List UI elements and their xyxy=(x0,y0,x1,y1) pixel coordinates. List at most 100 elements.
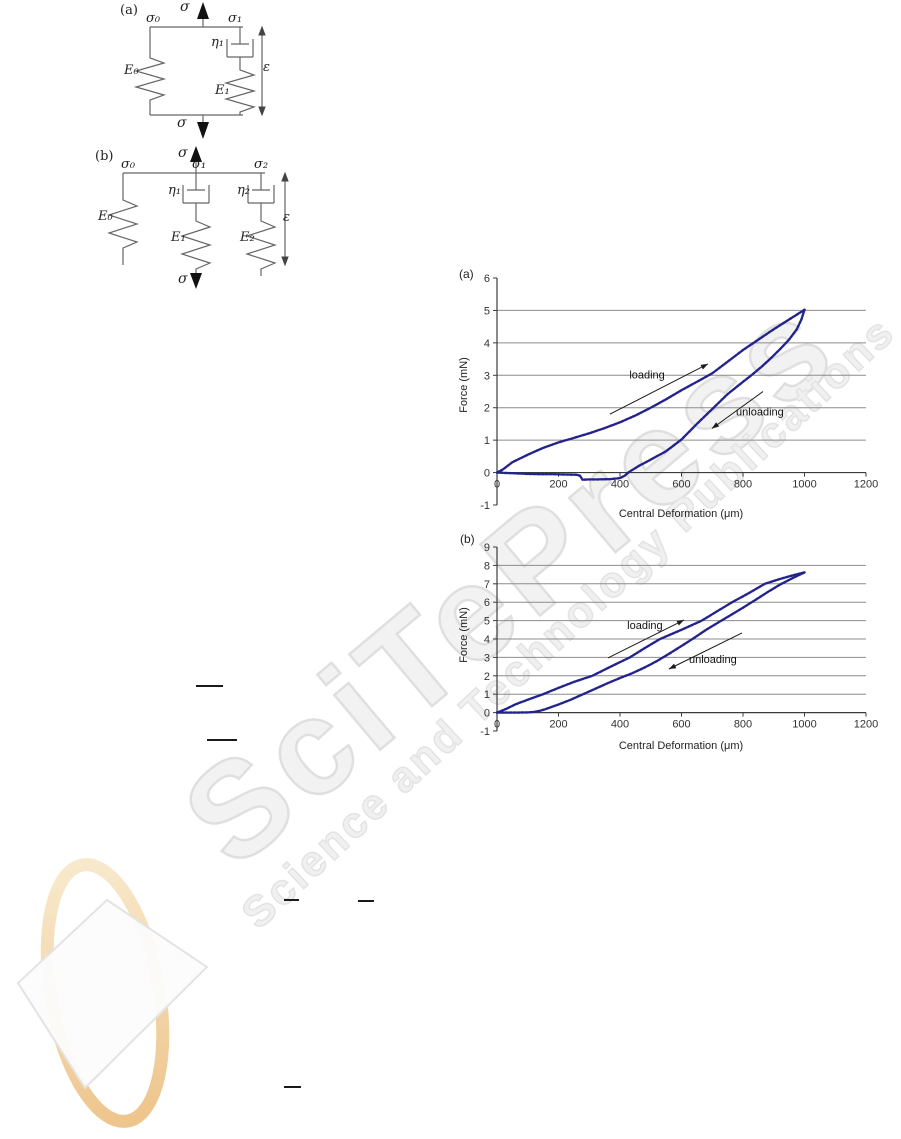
node-sigma0-label-a: σ₀ xyxy=(146,11,161,26)
stress-bottom-label-a: σ xyxy=(177,115,187,131)
unloading-curve xyxy=(495,308,806,481)
node-sigma1-label-a: σ₁ xyxy=(228,11,243,26)
logo-diamond xyxy=(16,898,209,1090)
spring-e0-label-b: E₀ xyxy=(98,209,113,224)
loading-annotation-arrow xyxy=(607,619,685,659)
damper-eta2-label-b: η₂ xyxy=(237,183,250,198)
equation-fraction-bar-3 xyxy=(284,899,299,901)
spring-e0-shape-b xyxy=(107,173,139,265)
unloading-annotation-label: unloading xyxy=(689,654,737,666)
x-tick-label: 200 xyxy=(549,719,567,731)
stress-up-arrowhead xyxy=(197,2,209,19)
loading-annotation-label: loading xyxy=(629,370,664,382)
model-a-drawing xyxy=(133,2,266,139)
chart-a-panel-label: (a) xyxy=(459,267,474,281)
damper-eta1-shape xyxy=(226,27,254,58)
y-tick-label: 4 xyxy=(484,634,490,646)
spring-e2-shape-b xyxy=(245,203,277,276)
x-tick-label: 1000 xyxy=(792,479,816,491)
spring-e1-label: E₁ xyxy=(215,83,230,98)
unloading-arrowhead xyxy=(711,422,720,429)
node-sigma2-label-b: σ₂ xyxy=(254,157,269,172)
spring-e1-shape xyxy=(223,57,257,115)
y-tick-label: 4 xyxy=(484,338,490,350)
y-tick-label: -1 xyxy=(480,500,490,512)
x-tick-label: 1200 xyxy=(854,479,878,491)
chart-b-x-axis-title: Central Deformation (μm) xyxy=(618,740,744,752)
y-tick-label: -1 xyxy=(480,726,490,738)
stress-down-arrowhead xyxy=(197,122,209,139)
chart-a-x-axis-title: Central Deformation (μm) xyxy=(618,508,744,520)
y-tick-label: 0 xyxy=(484,708,490,720)
stress-down-arrowhead xyxy=(190,273,202,289)
chart-b-y-axis-title: Force (mN) xyxy=(458,607,470,663)
unloading-arrowhead xyxy=(668,663,677,669)
node-sigma0-label-b: σ₀ xyxy=(121,157,136,172)
loading-curve xyxy=(495,308,806,474)
x-tick-label: 0 xyxy=(494,719,500,731)
spring-e1-shape-b xyxy=(180,203,212,273)
y-tick-label: 1 xyxy=(484,689,490,701)
y-tick-label: 8 xyxy=(484,560,490,572)
model-b-drawing xyxy=(107,146,289,289)
x-tick-label: 800 xyxy=(734,479,752,491)
x-tick-label: 800 xyxy=(734,719,752,731)
unloading-annotation-label: unloading xyxy=(736,406,784,418)
figure-b-label: (b) xyxy=(95,149,114,164)
spring-e2-label-b: E₂ xyxy=(240,230,255,245)
stress-arrows-b xyxy=(190,146,202,289)
spring-e0-label: E₀ xyxy=(124,63,139,78)
chart-a-plot: -1 0 1 2 3 4 5 6 0 200 400 600 800 1000 1200 loading unl… xyxy=(480,273,878,512)
y-tick-label: 5 xyxy=(484,616,490,628)
loading-annotation-arrow xyxy=(609,363,709,415)
strain-dimension-line-a xyxy=(258,25,266,117)
y-tick-label: 5 xyxy=(484,305,490,317)
loading-curve xyxy=(495,571,806,714)
rheological-model-a: (a) σ σ₀ σ₁ E₀ η₁ E₁ ε σ xyxy=(110,0,285,142)
strain-label-b: ε xyxy=(283,210,290,225)
stress-top-label-a: σ xyxy=(180,0,190,15)
force-deformation-chart-a: -1 0 1 2 3 4 5 6 0 200 400 600 800 1000 1200 loading unl… xyxy=(450,262,898,530)
spring-e0-shape xyxy=(133,27,167,115)
chart-b-panel-label: (b) xyxy=(460,532,475,546)
loading-annotation-label: loading xyxy=(627,620,662,632)
y-tick-label: 3 xyxy=(484,652,490,664)
damper-eta1-label: η₁ xyxy=(211,35,224,50)
chart-b-plot: -1 0 1 2 3 4 5 6 7 8 9 0 200 400 600 800 1000 1200 loading… xyxy=(480,542,878,738)
x-tick-label: 1200 xyxy=(854,719,878,731)
y-tick-label: 3 xyxy=(484,370,490,382)
loading-arrowhead xyxy=(700,363,708,370)
y-tick-label: 0 xyxy=(484,468,490,480)
equation-fraction-bar-1 xyxy=(196,685,223,687)
loading-arrowhead xyxy=(676,620,684,626)
y-tick-label: 2 xyxy=(484,671,490,683)
model-a-frame xyxy=(150,19,243,122)
stress-top-label-b: σ xyxy=(178,145,188,161)
damper-eta2-shape-b xyxy=(247,173,275,204)
stress-up-arrowhead xyxy=(190,146,202,162)
y-tick-label: 2 xyxy=(484,403,490,415)
stress-bottom-label-b: σ xyxy=(178,271,188,287)
strain-label-a: ε xyxy=(263,60,270,75)
force-deformation-chart-b: -1 0 1 2 3 4 5 6 7 8 9 0 200 400 600 800 1000 1200 loading… xyxy=(450,529,898,761)
rheological-model-b: (b) σ σ₀ σ₁ σ₂ E₀ η₁ E₁ η₂ E₂ ε σ xyxy=(85,145,300,295)
y-tick-label: 9 xyxy=(484,542,490,554)
x-tick-label: 1000 xyxy=(792,719,816,731)
node-sigma1-label-b: σ₁ xyxy=(192,157,207,172)
unloading-annotation-arrow xyxy=(668,632,743,670)
unloading-annotation-arrow xyxy=(711,391,764,429)
damper-eta1-label-b: η₁ xyxy=(168,183,181,198)
equation-fraction-bar-4 xyxy=(358,900,374,902)
x-tick-label: 600 xyxy=(672,479,690,491)
x-tick-label: 0 xyxy=(494,479,500,491)
scitepress-logo xyxy=(16,858,209,1128)
x-tick-label: 400 xyxy=(611,479,629,491)
y-tick-label: 6 xyxy=(484,597,490,609)
y-tick-label: 1 xyxy=(484,435,490,447)
chart-a-y-axis-title: Force (mN) xyxy=(458,357,470,413)
x-tick-label: 400 xyxy=(611,719,629,731)
strain-dimension-line-b xyxy=(281,171,289,267)
x-tick-label: 600 xyxy=(672,719,690,731)
